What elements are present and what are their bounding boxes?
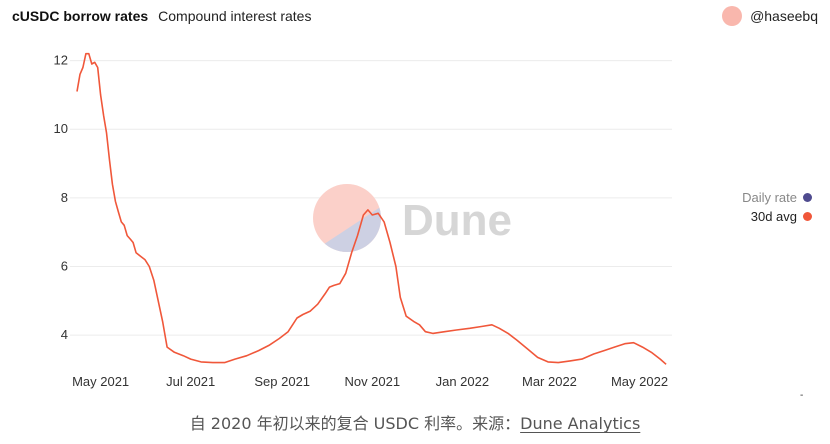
chart-subtitle: Compound interest rates [158, 8, 312, 24]
chart-legend: Daily rate 30d avg [700, 190, 812, 228]
legend-dot-icon [803, 212, 812, 221]
dune-watermark: Dune [313, 184, 512, 252]
legend-dot-icon [803, 193, 812, 202]
chart-header: cUSDC borrow rates Compound interest rat… [12, 8, 311, 24]
x-tick-label: Mar 2022 [522, 374, 577, 389]
x-tick-label: Sep 2021 [254, 374, 310, 389]
x-tick-labels: May 2021 Jul 2021 Sep 2021 Nov 2021 Jan 2022… [72, 374, 668, 389]
x-tick-label: Nov 2021 [344, 374, 400, 389]
figure-caption: 自 2020 年初以来的复合 USDC 利率。来源：Dune Analytics [0, 410, 830, 434]
author-link[interactable]: @haseebq [722, 6, 818, 26]
author-name[interactable]: @haseebq [750, 8, 818, 24]
y-tick-label: 8 [61, 190, 68, 205]
caption-text: 自 2020 年初以来的复合 USDC 利率。来源： [189, 414, 521, 433]
series-layer [76, 52, 667, 365]
y-tick-label: 12 [54, 53, 68, 68]
y-tick-label: 6 [61, 258, 68, 273]
x-tick-label: May 2022 [611, 374, 668, 389]
legend-item-30d-avg[interactable]: 30d avg [700, 209, 812, 224]
series-line-30d-avg[interactable] [76, 52, 667, 365]
line-chart: Dune 4 6 8 10 12 May 2021 Jul 2021 Sep 2021 Nov… [54, 52, 804, 400]
source-link[interactable]: Dune Analytics [520, 414, 641, 433]
x-tick-label: Jan 2022 [436, 374, 490, 389]
corner-marker: - [800, 390, 803, 400]
legend-label: 30d avg [750, 209, 797, 224]
watermark-text: Dune [402, 196, 512, 245]
y-tick-labels: 4 6 8 10 12 [54, 53, 68, 343]
y-tick-label: 10 [54, 121, 68, 136]
y-tick-label: 4 [61, 327, 68, 342]
x-tick-label: May 2021 [72, 374, 129, 389]
chart-title: cUSDC borrow rates [12, 8, 149, 24]
x-tick-label: Jul 2021 [166, 374, 215, 389]
legend-label: Daily rate [742, 190, 797, 205]
avatar[interactable] [722, 6, 743, 26]
legend-item-daily-rate[interactable]: Daily rate [700, 190, 812, 205]
